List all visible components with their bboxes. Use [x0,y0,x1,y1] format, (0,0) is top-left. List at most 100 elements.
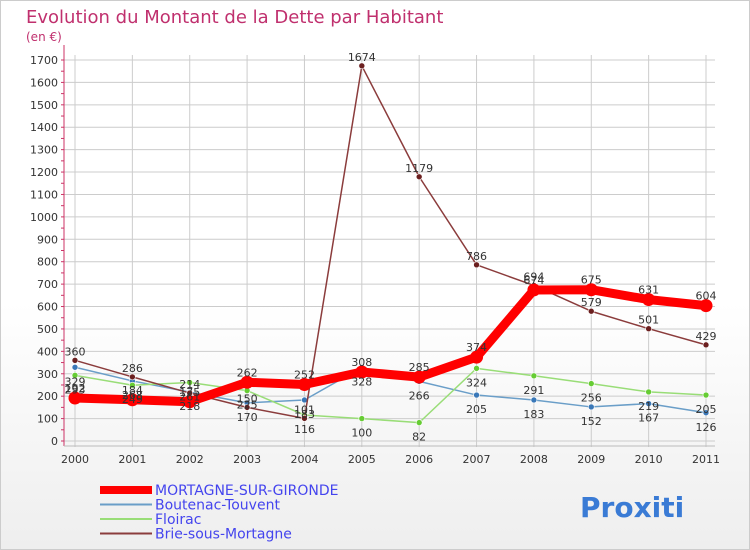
data-point [470,350,484,364]
data-point [587,307,595,315]
data-point [68,391,82,405]
data-label: 285 [409,361,430,374]
chart-title: Evolution du Montant de la Dette par Hab… [26,7,443,28]
data-label: 501 [638,314,659,327]
data-point [71,363,79,371]
data-point [645,400,652,407]
data-point [358,415,366,422]
data-point [71,372,79,379]
x-tick-labels: 2000 2001 2002 2003 2004 2005 2006 2007 2008 2009… [61,453,720,466]
data-label: 170 [237,411,258,424]
data-point [527,283,541,297]
data-label: 328 [351,375,372,388]
data-point [642,293,656,307]
data-label: 214 [179,378,200,391]
data-label: 167 [638,412,659,425]
data-point [129,373,136,381]
data-point [71,357,79,364]
series-line-floirac [74,367,707,424]
data-point [125,393,139,407]
data-point [699,299,713,313]
data-point [415,419,423,426]
data-point [301,415,308,422]
data-label: 579 [581,296,602,309]
y-tick-label: 1700 [30,54,58,67]
data-label: 175 [179,386,200,399]
y-tick-label: 1500 [30,99,58,112]
x-tick-label: 2009 [577,453,605,466]
data-label: 268 [122,389,143,402]
series [68,62,713,426]
data-point [587,403,595,411]
grid-lines [64,55,715,447]
data-label: 262 [237,366,258,379]
data-point [645,325,652,333]
data-point [530,396,538,404]
data-label: 219 [638,400,659,413]
y-tick-label: 1100 [30,188,58,201]
data-label: 324 [466,376,487,389]
y-tick-label: 1600 [30,76,58,89]
data-label: 205 [466,403,487,416]
data-label: 293 [65,383,86,396]
data-point [415,173,423,181]
y-tick-label: 1300 [30,144,58,157]
data-label: 1179 [405,162,433,175]
proxiti-logo: Proxiti [580,491,684,524]
legend-label: MORTAGNE-SUR-GIRONDE [155,483,339,499]
data-label: 694 [523,270,544,283]
data-label: 374 [466,341,487,354]
data-label: 675 [581,274,602,287]
data-point [473,261,480,269]
data-point [530,372,538,380]
x-tick-label: 2004 [290,453,318,466]
x-tick-label: 2001 [118,453,146,466]
data-label: 100 [351,427,372,440]
legend-label: Floirac [155,512,201,528]
x-tick-label: 2008 [520,453,548,466]
y-tick-label: 600 [37,301,58,314]
data-label: 150 [237,392,258,405]
data-label: 286 [122,362,143,375]
data-label: 261 [179,391,200,404]
data-label: 82 [412,431,426,444]
data-point [129,381,136,389]
data-point [587,380,595,387]
proxiti-logo-text: Proxiti [580,491,684,524]
data-point [243,404,251,411]
y-tick-label: 200 [37,390,58,403]
data-label: 183 [523,408,544,421]
data-label: 360 [65,345,86,358]
data-point [702,341,710,349]
y-tick-label: 900 [37,233,58,246]
y-tick-label: 700 [37,278,58,291]
data-label: 116 [294,423,315,436]
data-point [358,62,366,70]
legend-label: Boutenac-Touvent [155,498,280,514]
data-point [240,375,254,389]
y-tick-label: 1400 [30,121,58,134]
y-tick-label: 400 [37,345,58,358]
series-line-mortagne-sur-gironde [70,285,711,407]
x-tick-label: 2010 [635,453,663,466]
data-point [355,365,369,379]
data-label: 329 [65,375,86,388]
data-point [473,391,480,399]
data-label: 192 [65,382,86,395]
data-label: 152 [581,415,602,428]
data-point [473,365,480,372]
data-label: 184 [122,384,143,397]
data-point [584,283,598,297]
data-point [702,409,710,417]
data-label: 291 [523,384,544,397]
data-label: 252 [294,369,315,382]
y-tick-label: 0 [51,435,58,448]
data-point [297,378,311,392]
data-label: 786 [466,250,487,263]
x-tick-label: 2000 [61,453,89,466]
y-tick-label: 1200 [30,166,58,179]
legend: MORTAGNE-SUR-GIRONDEBoutenac-TouventFloi… [100,483,339,543]
data-label: 631 [638,284,659,297]
